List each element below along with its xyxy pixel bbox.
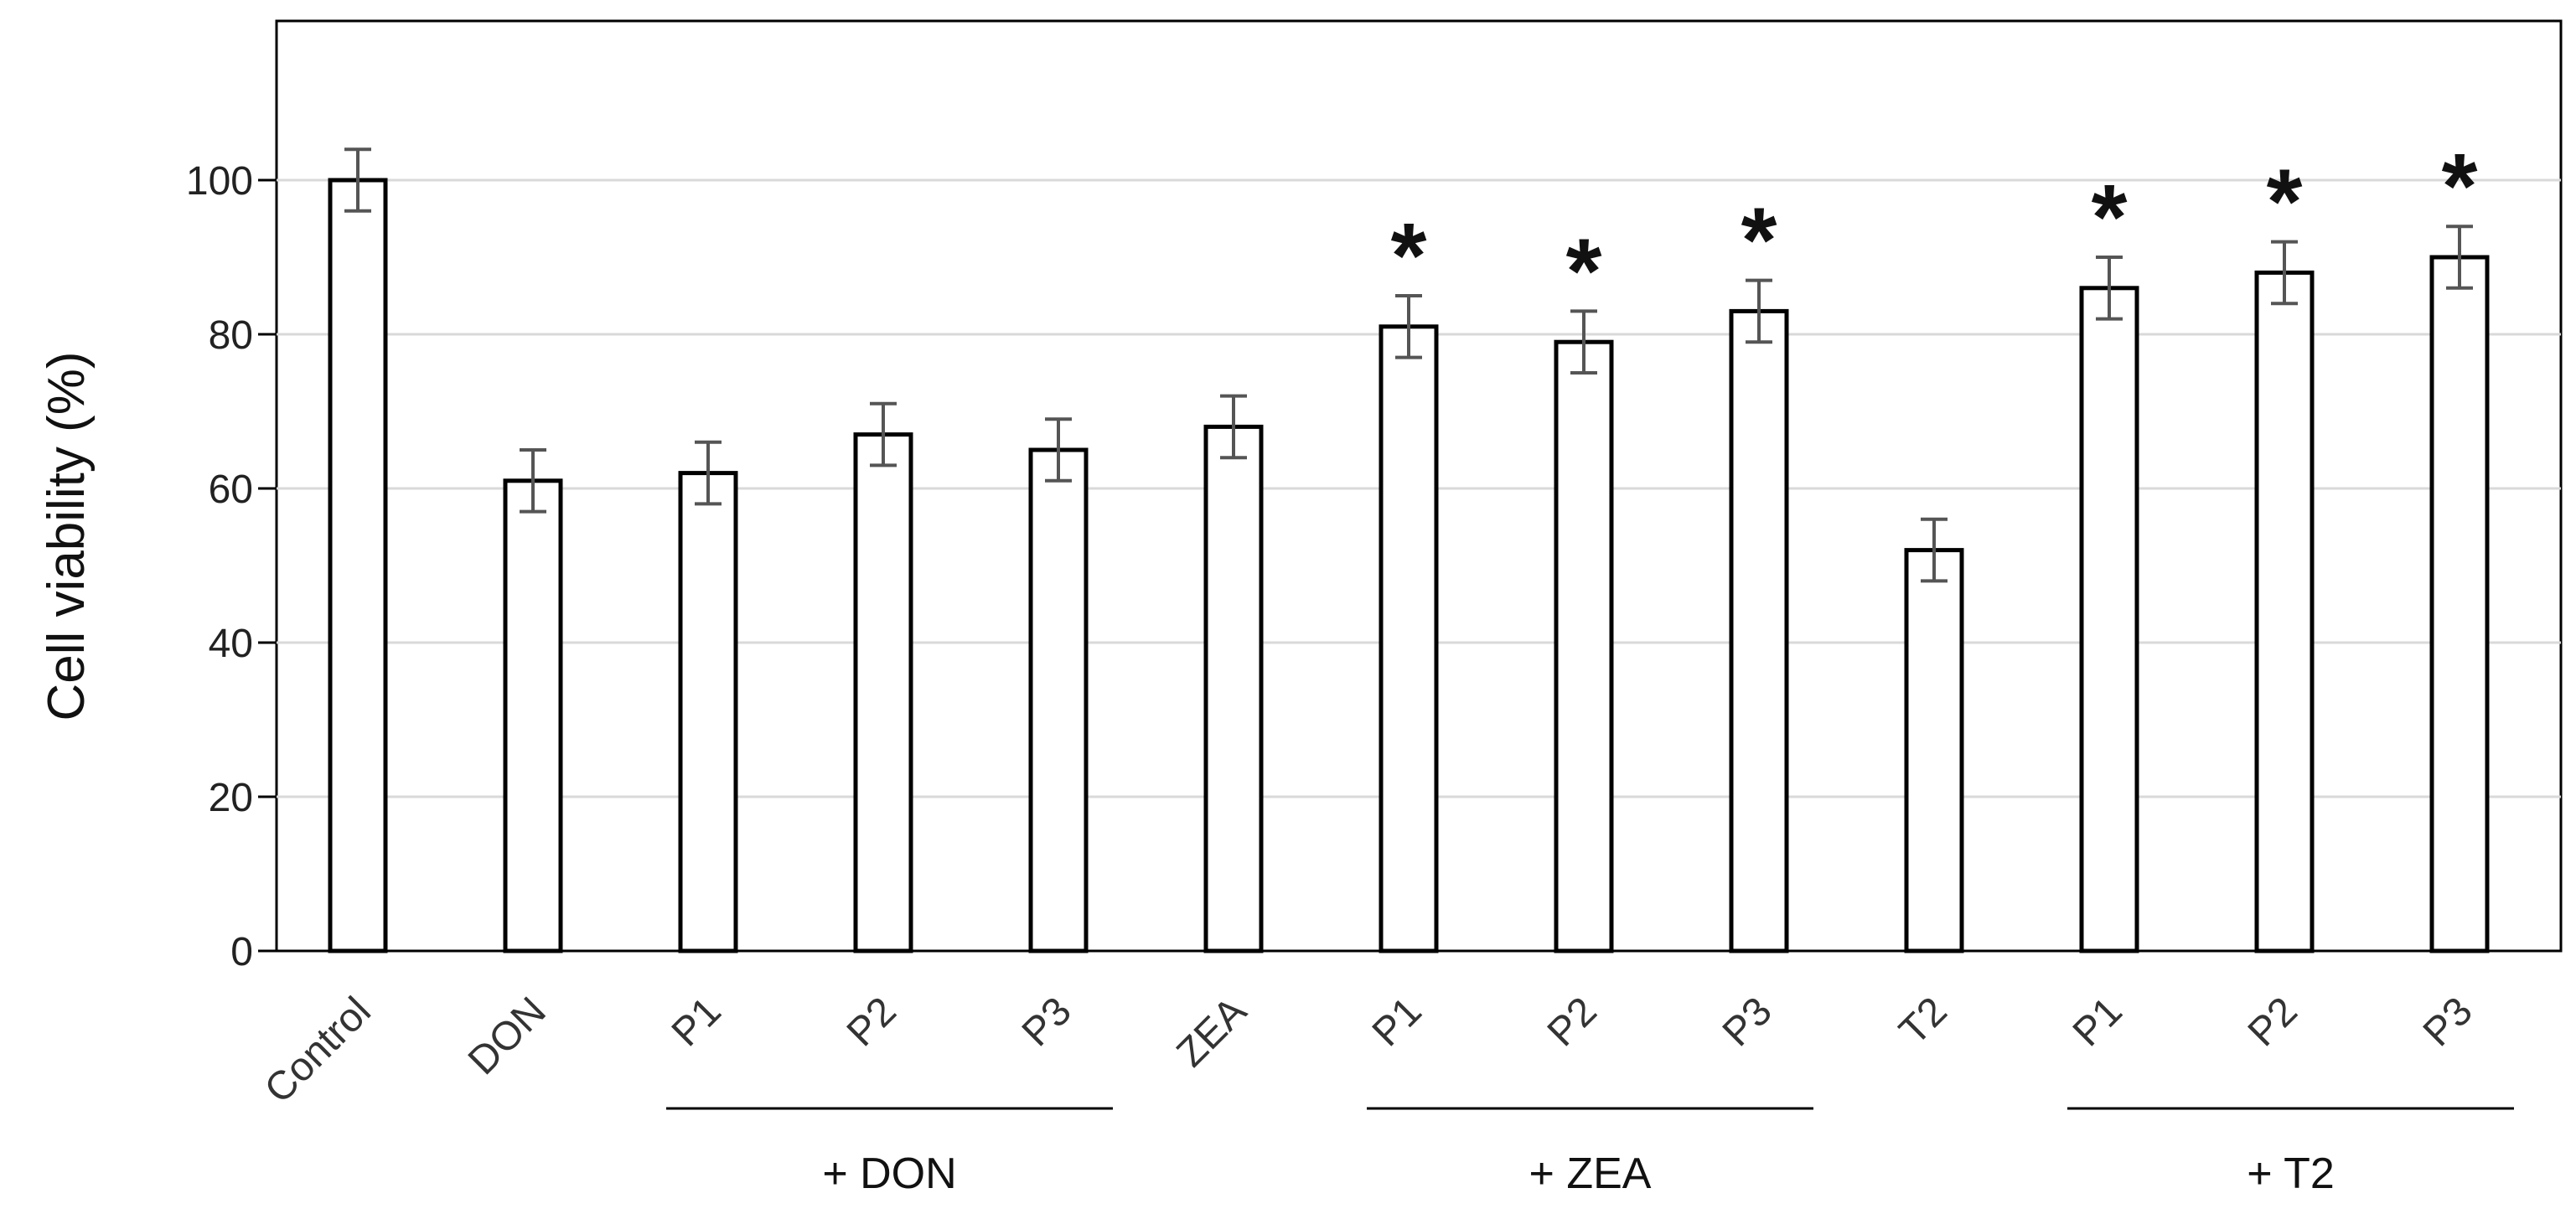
- bar: [1554, 339, 1614, 953]
- bar: [328, 178, 388, 953]
- significance-star: *: [1566, 220, 1602, 323]
- bar: [1379, 324, 1439, 953]
- category-label: P1: [1364, 989, 1430, 1055]
- category-label: P3: [1014, 989, 1080, 1055]
- significance-star: *: [2442, 135, 2478, 238]
- bars: [328, 178, 2490, 953]
- group-label: + T2: [2247, 1149, 2335, 1198]
- error-bars: [344, 147, 2473, 583]
- significance-star: *: [2267, 151, 2303, 254]
- category-label: P2: [839, 989, 905, 1055]
- bar: [1028, 447, 1089, 953]
- group-label: + ZEA: [1529, 1149, 1652, 1198]
- bar: [678, 471, 738, 953]
- bar: [2254, 270, 2315, 953]
- y-tick-label: 60: [209, 468, 253, 512]
- category-label: P1: [664, 989, 730, 1055]
- y-tick-label: 0: [230, 930, 253, 974]
- category-label: P2: [2240, 989, 2306, 1055]
- category-label: P1: [2065, 989, 2131, 1055]
- bar: [1203, 424, 1264, 953]
- y-axis-ticks: 0 20 40 60 80 100: [186, 159, 277, 974]
- category-label: Control: [256, 989, 380, 1112]
- significance-star: *: [1741, 189, 1777, 292]
- significance-star: *: [1391, 204, 1427, 307]
- y-tick-label: 40: [209, 622, 253, 666]
- group-label: + DON: [822, 1149, 956, 1198]
- bar: [853, 432, 913, 953]
- category-label: ZEA: [1168, 989, 1254, 1075]
- bar: [1904, 548, 1964, 953]
- category-label: P3: [1715, 989, 1781, 1055]
- bar: [1729, 308, 1789, 953]
- y-tick-label: 100: [186, 159, 253, 204]
- y-tick-label: 80: [209, 313, 253, 358]
- significance-star: *: [2092, 166, 2128, 269]
- category-label: P2: [1539, 989, 1606, 1055]
- y-axis-label: Cell viability (%): [38, 352, 96, 721]
- bar: [2429, 255, 2490, 953]
- group-brackets: + DON + ZEA + T2: [666, 1107, 2514, 1198]
- category-label: T2: [1891, 989, 1956, 1053]
- significance-markers: * * * * * *: [1391, 135, 2478, 323]
- bar: [503, 478, 563, 953]
- y-tick-label: 20: [209, 776, 253, 820]
- bar: [2079, 286, 2139, 953]
- category-labels: Control DON P1 P2 P3 ZEA P1 P2 P3 T2 P1 P2 P3: [256, 989, 2481, 1112]
- category-label: P3: [2415, 989, 2481, 1055]
- category-label: DON: [460, 989, 555, 1083]
